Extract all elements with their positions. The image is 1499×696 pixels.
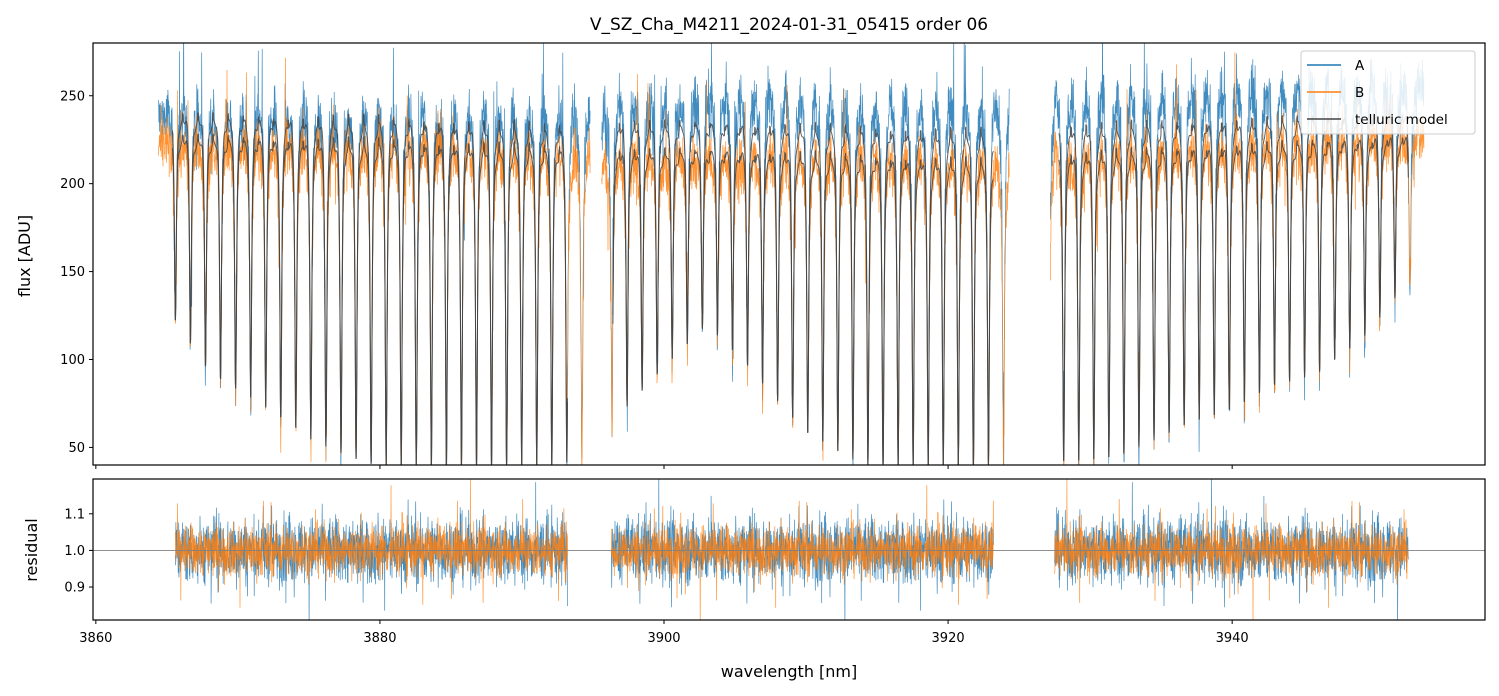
top-ytick-label: 150 <box>60 265 85 280</box>
xtick-label: 3900 <box>647 631 680 646</box>
bottom-ytick-label: 1.1 <box>64 507 85 522</box>
telluric-model-track-1-segment-2 <box>1058 136 1409 462</box>
top-ytick-label: 250 <box>60 89 85 104</box>
top-panel-frame <box>92 42 1486 466</box>
xtick-label: 3940 <box>1216 631 1249 646</box>
bottom-ylabel: residual <box>22 518 41 581</box>
top-ytick-label: 200 <box>60 177 85 192</box>
chart-title: V_SZ_Cha_M4211_2024-01-31_05415 order 06 <box>590 15 988 35</box>
bottom-ytick-label: 0.9 <box>64 581 85 596</box>
top-ytick-label: 50 <box>68 441 85 456</box>
residual-series-b-segment-0 <box>175 479 568 608</box>
xtick-label: 3880 <box>363 631 396 646</box>
telluric-model-track-1-segment-0 <box>172 133 568 465</box>
xtick-label: 3860 <box>79 631 112 646</box>
legend-label-telluric: telluric model <box>1355 112 1448 128</box>
telluric-model-track-1-segment-1 <box>612 146 994 465</box>
legend-label-b: B <box>1355 85 1364 101</box>
bottom-ytick-label: 1.0 <box>64 544 85 559</box>
bottom-panel: 0.91.01.1 3860 3880 3900 3920 3940 residual … <box>22 478 1486 681</box>
x-axis-label: wavelength [nm] <box>721 662 858 681</box>
top-panel: 50 100 150 200 250 flux [ADU] A B telluric m… <box>15 42 1486 469</box>
xtick-label: 3920 <box>932 631 965 646</box>
bottom-panel-frame <box>92 478 1486 621</box>
top-ylabel: flux [ADU] <box>15 215 34 297</box>
legend: A B telluric model <box>1300 50 1476 135</box>
legend-box <box>1300 50 1476 135</box>
residual-series-b-segment-1 <box>611 485 994 620</box>
legend-label-a: A <box>1355 58 1365 74</box>
residual-series-b-segment-2 <box>1054 479 1409 620</box>
top-ytick-label: 100 <box>60 353 85 368</box>
